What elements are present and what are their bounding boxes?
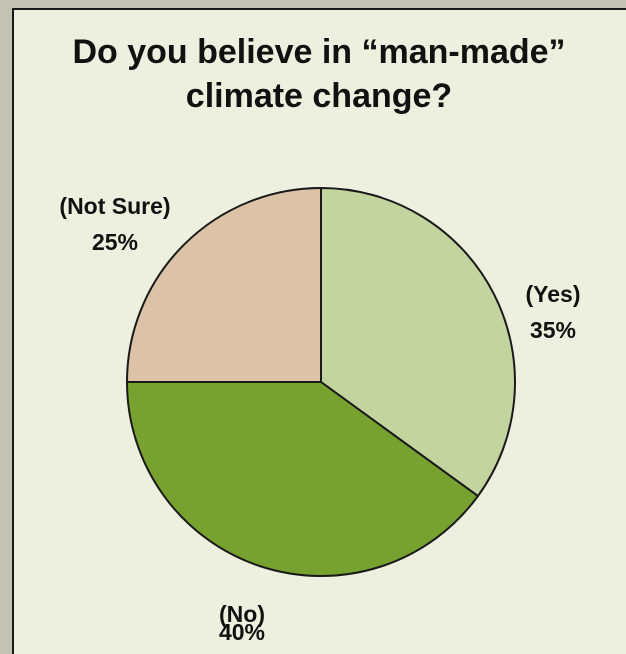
slice-label: (No) [219,601,265,627]
pie-slice-yes [320,187,516,498]
chart-title-line-2: climate change? [185,77,453,115]
slice-label: (Yes) [526,281,581,307]
pie-slice-no [126,381,479,577]
slice-label: (Not Sure) [59,193,170,219]
pie-slice-not-sure [126,187,322,383]
slice-value-label: 35% [530,317,576,343]
chart-title-line-1: Do you believe in “man-made” [72,33,566,71]
slice-value-label: 25% [92,229,138,255]
slice-value-label: 40% [219,619,265,645]
chart-title: Do you believe in “man-made” climate cha… [12,30,626,118]
